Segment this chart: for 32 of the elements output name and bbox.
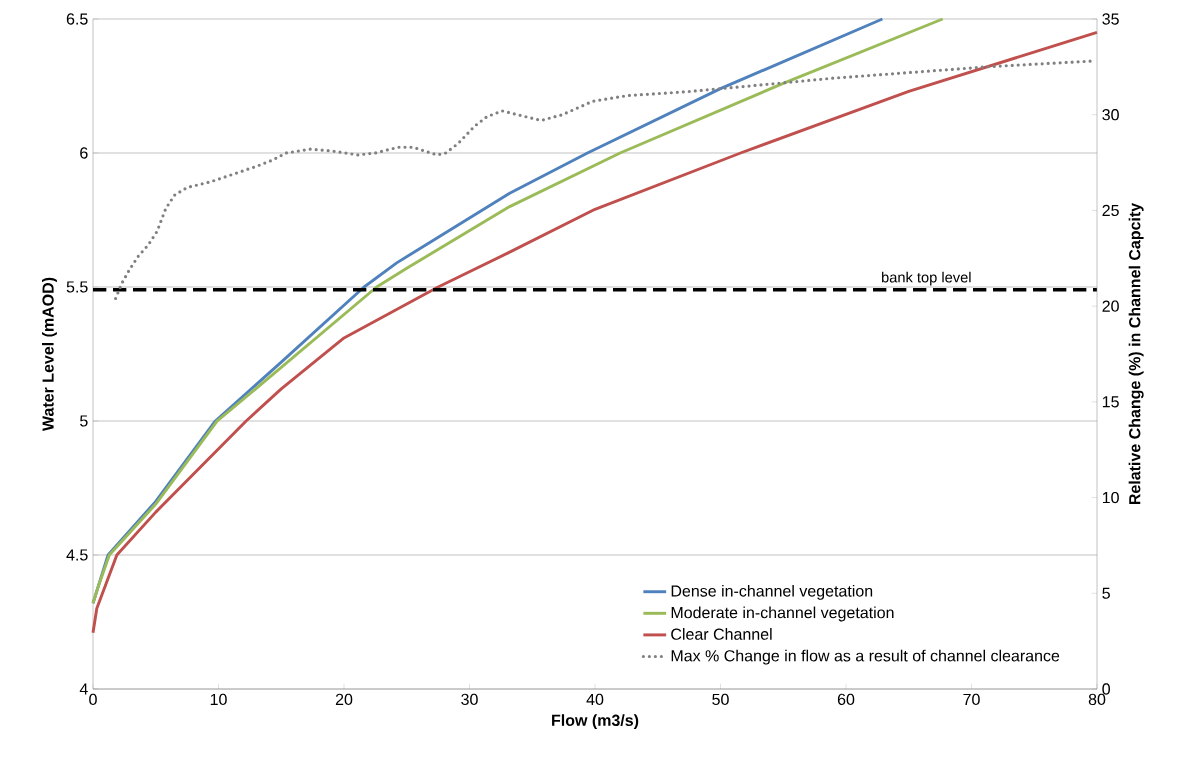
legend-label: Clear Channel — [671, 628, 772, 640]
y2-tick-label: 30 — [1102, 109, 1119, 121]
x-tick-label: 60 — [837, 693, 855, 706]
ref-line-label: bank top level — [882, 271, 971, 286]
x-tick-label: 70 — [963, 693, 980, 706]
y2-tick-label: 10 — [1102, 491, 1119, 504]
y2-axis-title: Relative Change (%) in Channel Capcity — [1128, 202, 1144, 505]
x-tick-label: 10 — [210, 693, 227, 706]
y2-tick-label: 20 — [1102, 300, 1119, 312]
y-tick-label: 6 — [80, 147, 88, 159]
legend-label: Dense in-channel vegetation — [671, 584, 873, 600]
y-tick-label: 4.5 — [66, 549, 88, 561]
y-tick-label: 5.5 — [66, 281, 88, 293]
x-tick-label: 50 — [712, 693, 729, 706]
y-tick-label: 5 — [80, 415, 88, 427]
y-tick-label: 6.5 — [66, 13, 88, 25]
x-tick-label: 0 — [89, 693, 97, 706]
legend-label: Max % Change in flow as a result of channel clearance — [671, 649, 1060, 665]
x-tick-label: 30 — [461, 693, 478, 706]
legend-label: Moderate in-channel vegetation — [671, 606, 894, 622]
x-tick-label: 80 — [1088, 693, 1106, 706]
y2-tick-label: 35 — [1102, 13, 1119, 25]
y2-tick-label: 15 — [1102, 396, 1119, 408]
y2-tick-label: 5 — [1102, 587, 1110, 599]
y2-tick-label: 0 — [1102, 683, 1110, 695]
y-axis-title: Water Level (mAOD) — [41, 277, 57, 432]
line-series — [114, 59, 1093, 301]
y-tick-label: 4 — [79, 683, 88, 695]
x-tick-label: 20 — [335, 693, 353, 706]
x-axis-title: Flow (m3/s) — [552, 714, 639, 730]
x-tick-label: 40 — [586, 693, 604, 706]
y2-tick-label: 25 — [1102, 204, 1119, 217]
